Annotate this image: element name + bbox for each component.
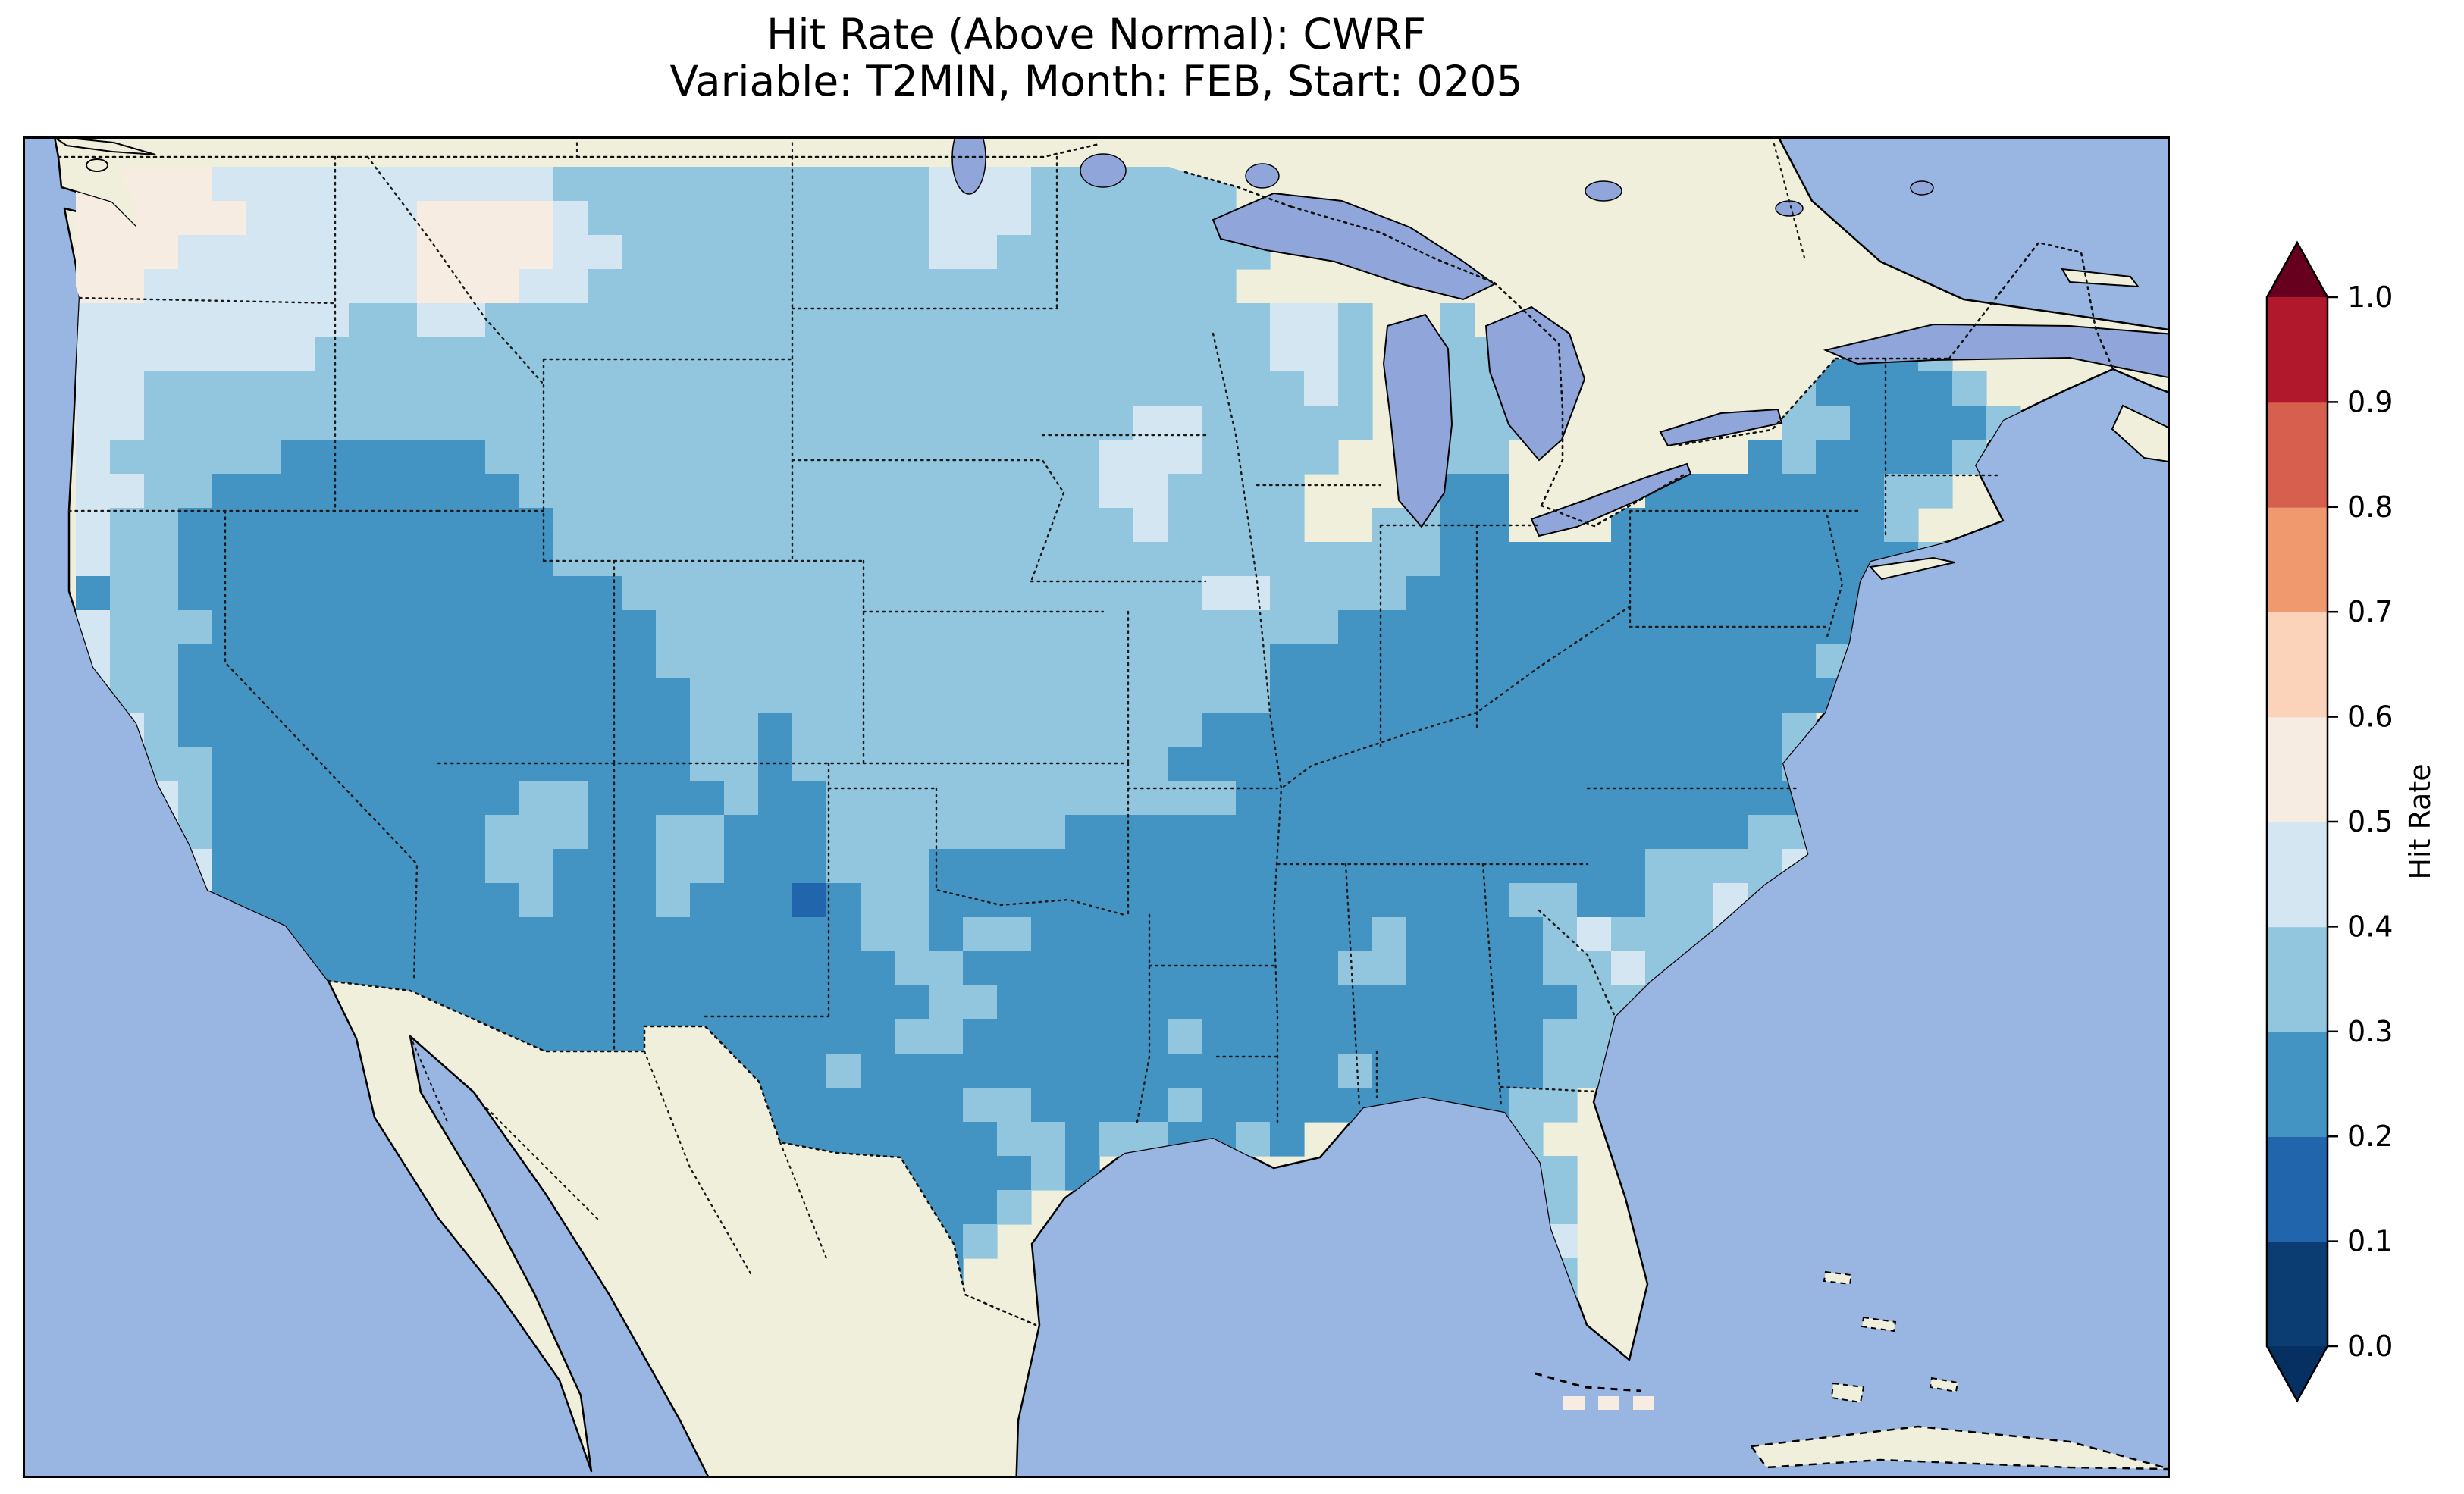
chart-title-line1: Hit Rate (Above Normal): CWRF — [766, 10, 1426, 58]
svg-text:0.9: 0.9 — [2347, 385, 2393, 418]
bahamas-1 — [1823, 1270, 1853, 1286]
colorbar: 1.0 0.9 0.8 0.7 0.6 0.5 0.4 0.3 0.2 0.1 0.0 Hit Ra… — [2265, 240, 2437, 1403]
svg-text:1.0: 1.0 — [2347, 280, 2393, 314]
lake-michigan — [1382, 313, 1453, 528]
bahamas-3 — [1929, 1377, 1959, 1393]
state-borders — [67, 155, 2003, 1123]
svg-text:0.4: 0.4 — [2347, 910, 2393, 943]
lake-erie — [1530, 462, 1692, 537]
bahamas-andros — [1830, 1382, 1865, 1404]
extra-data-cells — [1563, 1396, 1654, 1410]
colorbar-under-arrow — [2267, 1346, 2328, 1401]
svg-text:0.1: 0.1 — [2347, 1225, 2393, 1258]
gulf-islands — [86, 158, 108, 172]
svg-text:0.6: 0.6 — [2347, 700, 2393, 734]
chart-title-line2: Variable: T2MIN, Month: FEB, Start: 0205 — [669, 57, 1523, 105]
florida-keys — [1535, 1372, 1642, 1392]
chart-title: Hit Rate (Above Normal): CWRF Variable: … — [23, 11, 2170, 105]
long-island — [1868, 556, 1955, 581]
colorbar-segments — [2267, 297, 2328, 1347]
map-frame — [23, 136, 2170, 1478]
colorbar-axis-label: Hit Rate — [2403, 763, 2437, 879]
st-lawrence-river — [1823, 323, 2170, 379]
canada-lake-2 — [1775, 200, 1804, 217]
lake-nipigon — [1245, 163, 1280, 189]
lake-of-the-woods — [1080, 153, 1127, 188]
colorbar-over-arrow — [2267, 243, 2328, 297]
colorbar-ticks: 1.0 0.9 0.8 0.7 0.6 0.5 0.4 0.3 0.2 0.1 0.0 — [2328, 280, 2393, 1363]
foreign-admin-borders — [409, 136, 1806, 1275]
svg-text:0.7: 0.7 — [2347, 595, 2393, 628]
nova-scotia — [2111, 404, 2170, 463]
anticosti-island — [2061, 268, 2140, 288]
national-borders — [57, 143, 2114, 1326]
us-map — [23, 136, 2170, 1478]
svg-text:0.8: 0.8 — [2347, 490, 2393, 524]
svg-text:0.2: 0.2 — [2347, 1120, 2393, 1153]
svg-text:0.0: 0.0 — [2347, 1330, 2393, 1363]
lakes-group — [951, 136, 2170, 537]
bahamas-2 — [1861, 1316, 1897, 1333]
vancouver-island — [52, 136, 156, 155]
svg-text:0.3: 0.3 — [2347, 1015, 2393, 1048]
svg-text:0.5: 0.5 — [2347, 805, 2393, 838]
lake-ontario — [1659, 408, 1783, 447]
canada-lake-3 — [1910, 180, 1934, 196]
cuba — [1749, 1425, 2170, 1471]
canada-lake-1 — [1585, 180, 1622, 202]
lake-superior — [1212, 192, 1496, 301]
